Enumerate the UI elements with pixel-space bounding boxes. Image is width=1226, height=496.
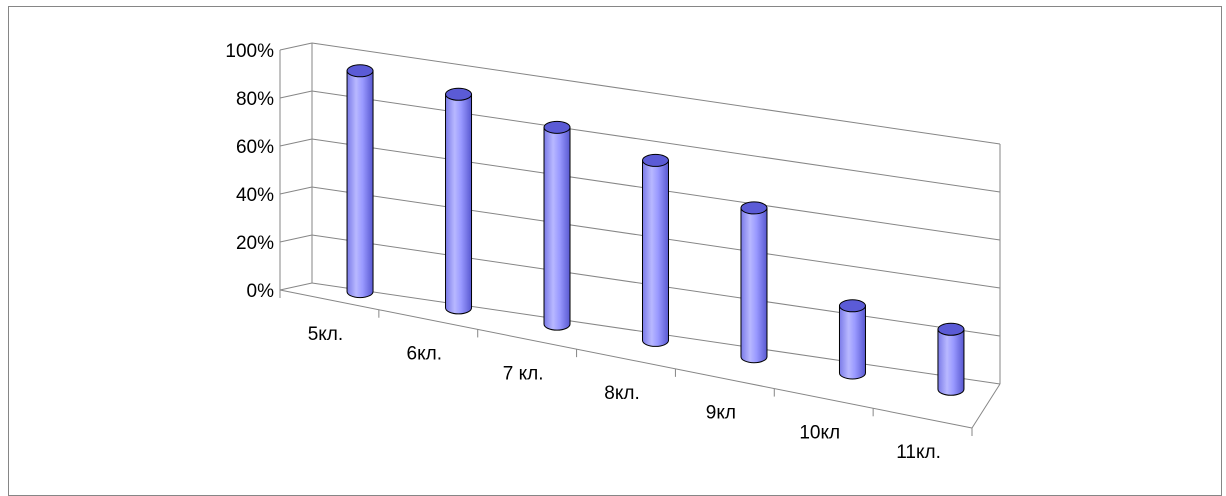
x-tick-label: 10кл xyxy=(799,422,840,443)
axes xyxy=(279,43,1001,436)
bar xyxy=(642,159,669,347)
gridline xyxy=(311,90,1001,193)
bars xyxy=(346,64,965,396)
y-tick-label: 100% xyxy=(225,41,274,62)
bar xyxy=(346,70,374,299)
side-gridline xyxy=(279,42,313,51)
bar-cylinder xyxy=(740,201,768,364)
y-tick-label: 60% xyxy=(236,137,274,158)
gridline xyxy=(311,42,1001,145)
bar-top xyxy=(642,153,669,167)
x-tick-label: 7 кл. xyxy=(503,363,544,384)
side-gridline xyxy=(279,282,313,291)
side-gridline xyxy=(279,90,313,99)
bar-top xyxy=(445,87,473,101)
y-tick-label: 40% xyxy=(236,185,274,206)
bar-top xyxy=(740,201,768,215)
x-tick-label: 8кл. xyxy=(604,383,639,404)
bar-cylinder xyxy=(838,299,866,380)
bar xyxy=(838,305,866,380)
y-tick-label: 20% xyxy=(236,233,274,254)
bar xyxy=(740,207,768,364)
side-gridline xyxy=(279,234,313,243)
x-tick-label: 5кл. xyxy=(308,324,343,345)
bar-top xyxy=(838,299,866,313)
bar-cylinder xyxy=(445,87,473,315)
side-gridline xyxy=(279,186,313,195)
floor-right-edge xyxy=(971,383,1001,429)
bar-top xyxy=(346,64,374,78)
bar-cylinder xyxy=(937,322,965,396)
x-tick-label: 6кл. xyxy=(407,344,442,365)
bar-top xyxy=(543,120,571,134)
bar-cylinder xyxy=(543,120,571,331)
bar xyxy=(543,126,571,331)
side-gridline xyxy=(279,138,313,147)
bar xyxy=(937,328,965,396)
chart-svg: 0% 20% 40% 60% 80% 100% 5кл. 6кл. 7 кл. 8кл. 9кл 1… xyxy=(225,41,1001,463)
gridlines xyxy=(279,42,1001,385)
x-tick-label: 11кл. xyxy=(896,442,941,463)
bar-cylinder xyxy=(346,64,374,299)
x-tick-label: 9кл xyxy=(706,403,736,424)
bar xyxy=(445,93,473,315)
y-tick-label: 0% xyxy=(247,281,275,302)
bar-top xyxy=(937,322,965,336)
bar-cylinder xyxy=(642,153,669,347)
y-tick-labels: 0% 20% 40% 60% 80% 100% xyxy=(225,41,274,302)
x-axis xyxy=(279,289,973,429)
x-tick-labels: 5кл. 6кл. 7 кл. 8кл. 9кл 10кл 11кл. xyxy=(308,324,941,463)
y-tick-label: 80% xyxy=(236,89,274,110)
